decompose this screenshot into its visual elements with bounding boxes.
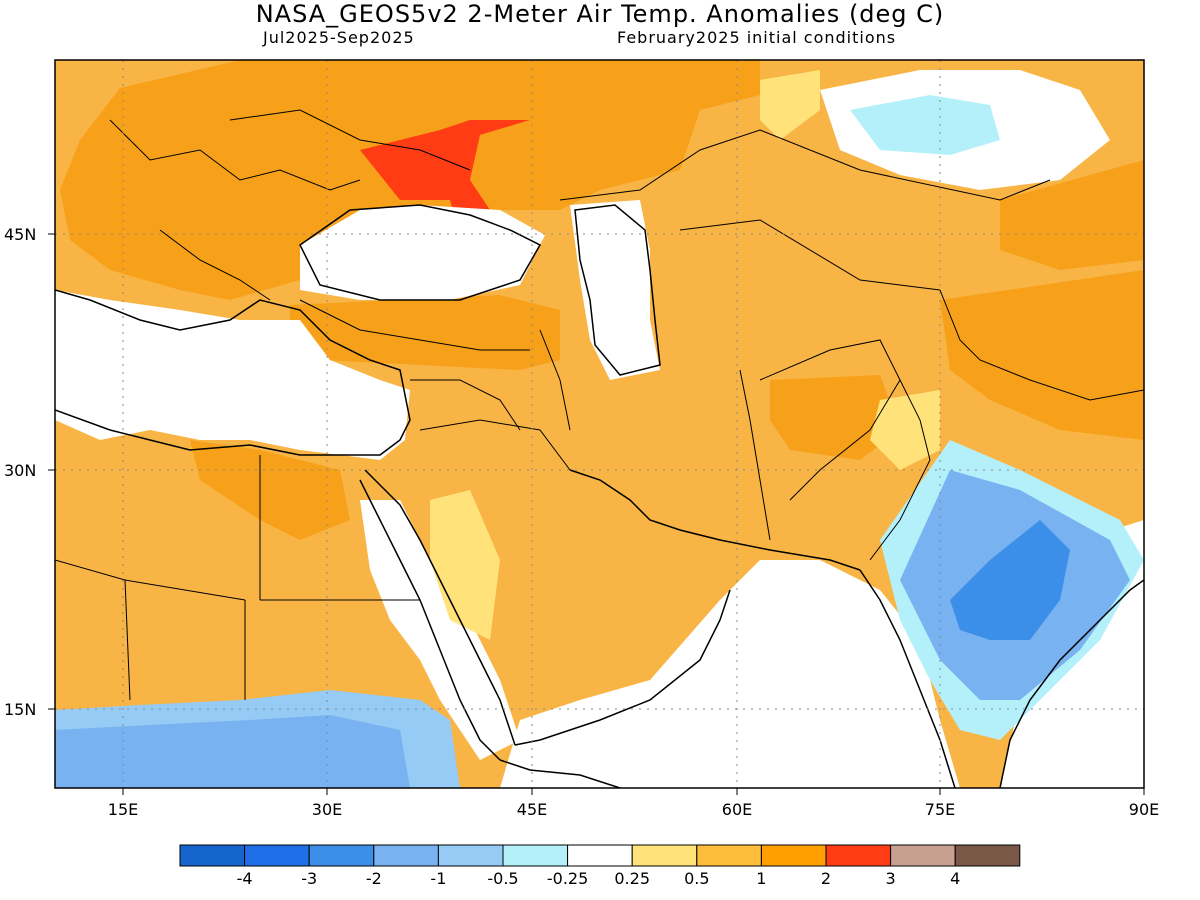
lat-label-15n: 15N <box>4 700 36 719</box>
coast-mediterranean <box>55 289 411 456</box>
colorbar-box <box>373 844 439 867</box>
colorbar-box <box>308 844 375 867</box>
borders <box>55 109 1144 701</box>
coast-india-west <box>859 569 956 788</box>
weak-positive-arabia <box>430 490 500 640</box>
border-libya-chad <box>124 579 246 601</box>
border-russia-kazakh <box>559 129 1051 201</box>
neutral-mediterranean <box>55 290 410 460</box>
colorbar-label: -0.25 <box>547 869 588 888</box>
colorbar-box <box>954 844 1021 867</box>
neutral-red-sea <box>360 500 520 760</box>
colorbar-label: -0.5 <box>487 869 518 888</box>
border-china <box>939 289 1144 401</box>
border-india-pak <box>869 379 931 561</box>
anomaly-turkey-orange <box>290 295 560 370</box>
lon-axis: 15E 30E 45E 60E 75E 90E <box>108 788 1159 819</box>
colorbar-label: -3 <box>301 869 317 888</box>
initial-conditions: February2025 initial conditions <box>617 28 897 47</box>
graticule <box>55 60 1144 788</box>
coast-red-sea <box>364 469 516 746</box>
border-balkans <box>159 229 271 301</box>
colorbar: -4 -3 -2 -1 -0.5 -0.25 0.25 0.5 1 2 3 4 <box>179 844 1021 888</box>
cool-siberia-light <box>850 95 1000 155</box>
lon-label-30e: 30E <box>312 800 342 819</box>
colorbar-label: 1 <box>756 869 766 888</box>
anomaly-mongolia-orange <box>1000 160 1144 270</box>
map-title: NASA_GEOS5v2 2-Meter Air Temp. Anomalies… <box>255 0 945 28</box>
colorbar-box <box>437 844 504 867</box>
colorbar-box <box>760 844 827 867</box>
colorbar-box <box>825 844 892 867</box>
lon-label-60e: 60E <box>722 800 752 819</box>
lat-axis: 45N 30N 15N <box>4 225 55 719</box>
colorbar-box <box>179 844 246 867</box>
colorbar-box <box>244 844 310 867</box>
border-turkey <box>299 299 530 351</box>
coastlines <box>55 204 1144 788</box>
anomaly-iran-orange <box>770 375 900 460</box>
map-frame <box>54 59 1145 789</box>
anomaly-tibet-orange <box>940 270 1144 440</box>
cool-sahel-mid <box>55 715 410 788</box>
weak-positive-siberia <box>760 70 820 140</box>
coast-red-sea-west <box>359 479 501 761</box>
anomaly-egypt-orange <box>190 440 350 540</box>
lon-label-45e: 45E <box>517 800 547 819</box>
colorbar-box <box>502 844 569 867</box>
forecast-period: Jul2025-Sep2025 <box>263 28 415 47</box>
coast-caspian <box>574 204 661 376</box>
coast-pakistan <box>769 549 861 571</box>
lon-label-75e: 75E <box>925 800 955 819</box>
border-europe <box>109 119 361 191</box>
lat-label-45n: 45N <box>4 225 36 244</box>
border-kazakh <box>679 219 941 291</box>
border-syria <box>410 379 521 431</box>
cool-india-dark <box>950 520 1070 640</box>
weak-positive-india <box>870 390 940 470</box>
colorbar-label: 2 <box>821 869 831 888</box>
border-algeria <box>55 559 131 701</box>
colorbar-label: 3 <box>886 869 896 888</box>
border-iran-iraq <box>539 329 571 431</box>
border-ukraine <box>229 109 471 171</box>
map-content <box>55 60 1144 788</box>
neutral-black-sea <box>300 205 545 300</box>
neutral-caspian <box>570 200 660 380</box>
anomaly-russia-red <box>360 120 530 235</box>
colorbar-label: 4 <box>950 869 960 888</box>
colorbar-box <box>890 844 956 867</box>
coast-india-east <box>999 579 1144 788</box>
colorbar-box <box>696 844 762 867</box>
colorbar-label: -4 <box>237 869 253 888</box>
coast-persian-gulf <box>569 469 771 551</box>
colorbar-label: 0.5 <box>684 869 709 888</box>
colorbar-label: 0.25 <box>614 869 650 888</box>
lat-label-30n: 30N <box>4 461 36 480</box>
neutral-arabian-sea <box>500 560 960 788</box>
lon-label-90e: 90E <box>1129 800 1159 819</box>
coast-black-sea <box>299 204 542 301</box>
coast-arabia-south <box>514 589 731 746</box>
lon-label-15e: 15E <box>108 800 138 819</box>
border-saudi-iraq <box>419 419 571 471</box>
colorbar-label: -2 <box>366 869 382 888</box>
colorbar-box <box>567 844 633 867</box>
border-iran-afghan <box>739 369 771 541</box>
colorbar-label: -1 <box>430 869 446 888</box>
colorbar-box <box>631 844 698 867</box>
coast-africa-horn <box>499 759 621 788</box>
